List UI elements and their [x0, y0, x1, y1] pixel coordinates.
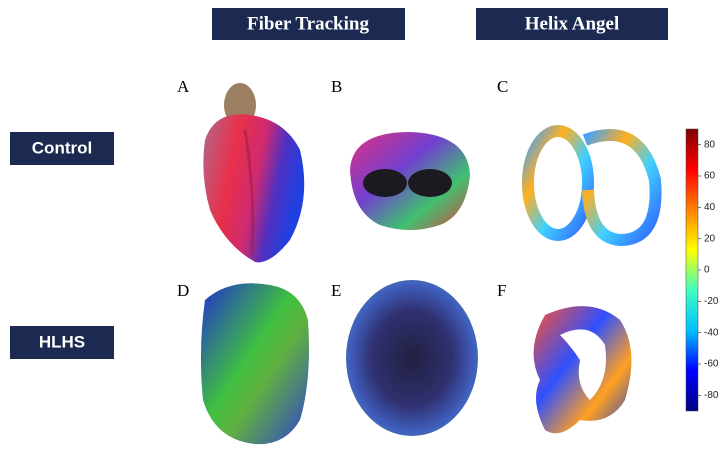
panel-label: C: [497, 77, 508, 96]
tick-label: 80: [704, 139, 716, 150]
heart-image: [200, 283, 309, 445]
tick-label: 20: [704, 233, 716, 244]
tick-label: 0: [704, 265, 710, 276]
header: Helix Angel: [525, 13, 619, 34]
tick-label: -20: [704, 296, 719, 307]
tick-label: -40: [704, 327, 719, 338]
panel-label: E: [331, 281, 341, 300]
tick-label: 60: [704, 171, 716, 182]
panel-label: F: [497, 281, 506, 300]
row-label: HLHS: [39, 332, 85, 351]
heart-image: [350, 132, 470, 230]
panel-label: B: [331, 77, 342, 96]
tick-label: 40: [704, 202, 716, 213]
helix-map: [533, 306, 632, 434]
header-box: [476, 8, 668, 40]
row-box: [10, 326, 114, 359]
header: Fiber Tracking: [247, 13, 369, 34]
tick-label: -60: [704, 359, 719, 370]
tick-label: -80: [704, 390, 719, 401]
row-label: Control: [32, 138, 92, 157]
panel-label: A: [177, 77, 190, 96]
helix-map: [522, 125, 662, 247]
heart-image: [346, 280, 478, 436]
row-box: [10, 132, 114, 165]
colorbar: [685, 128, 699, 412]
panel-label: D: [177, 281, 189, 300]
header-box: [212, 8, 405, 40]
heart-image: [203, 83, 305, 263]
